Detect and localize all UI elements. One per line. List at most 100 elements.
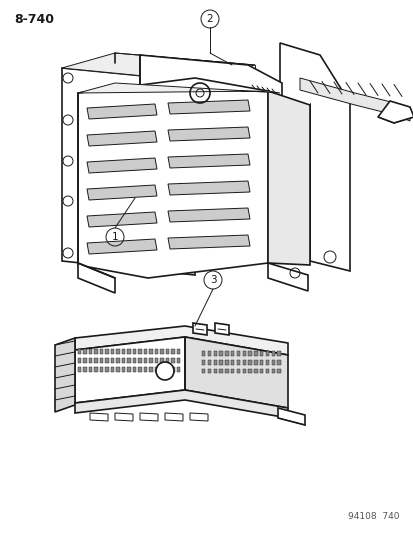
Polygon shape [87,104,157,119]
Polygon shape [100,367,103,372]
Polygon shape [90,413,108,421]
Polygon shape [265,351,268,356]
Polygon shape [160,349,164,353]
Polygon shape [230,368,234,374]
Polygon shape [89,358,92,362]
Polygon shape [267,91,309,265]
Polygon shape [144,358,147,362]
Polygon shape [83,349,87,353]
Polygon shape [75,390,287,418]
Polygon shape [259,359,263,365]
Polygon shape [214,323,228,335]
Text: 94108  740: 94108 740 [348,512,399,521]
Polygon shape [138,349,142,353]
Polygon shape [248,351,251,356]
Polygon shape [225,351,228,356]
Text: 1: 1 [112,232,118,242]
Polygon shape [299,78,409,121]
Polygon shape [254,351,257,356]
Polygon shape [207,368,211,374]
Polygon shape [166,358,169,362]
Polygon shape [171,367,175,372]
Polygon shape [271,351,274,356]
Polygon shape [230,351,234,356]
Polygon shape [105,367,109,372]
Polygon shape [279,43,349,271]
Polygon shape [202,368,205,374]
Polygon shape [78,358,81,362]
Text: 2: 2 [206,14,213,24]
Polygon shape [166,367,169,372]
Polygon shape [89,367,92,372]
Polygon shape [144,367,147,372]
Polygon shape [225,359,228,365]
Polygon shape [171,358,175,362]
Polygon shape [165,413,183,421]
Polygon shape [177,349,180,353]
Polygon shape [83,367,87,372]
Polygon shape [94,358,98,362]
Polygon shape [242,368,245,374]
Polygon shape [138,358,142,362]
Polygon shape [168,181,249,195]
Polygon shape [219,351,222,356]
Polygon shape [55,338,75,412]
Polygon shape [202,359,205,365]
Polygon shape [271,359,274,365]
Polygon shape [168,235,249,249]
Polygon shape [242,351,245,356]
Polygon shape [259,368,263,374]
Polygon shape [154,367,158,372]
Polygon shape [213,368,216,374]
Polygon shape [122,367,125,372]
Polygon shape [78,349,81,353]
Polygon shape [168,154,249,168]
Polygon shape [154,358,158,362]
Polygon shape [219,368,222,374]
Text: 8-740: 8-740 [14,13,54,26]
Polygon shape [140,413,158,421]
Polygon shape [133,349,136,353]
Polygon shape [140,55,281,118]
Polygon shape [116,358,120,362]
Polygon shape [277,359,280,365]
Polygon shape [202,351,205,356]
Polygon shape [87,158,157,173]
Polygon shape [127,349,131,353]
Polygon shape [105,349,109,353]
Polygon shape [100,349,103,353]
Polygon shape [207,351,211,356]
Polygon shape [213,351,216,356]
Polygon shape [377,101,413,123]
Polygon shape [219,359,222,365]
Polygon shape [267,263,307,291]
Polygon shape [100,358,103,362]
Polygon shape [138,367,142,372]
Polygon shape [89,349,92,353]
Polygon shape [87,239,157,254]
Polygon shape [111,358,114,362]
Polygon shape [271,368,274,374]
Polygon shape [213,359,216,365]
Polygon shape [185,337,287,408]
Polygon shape [230,359,234,365]
Polygon shape [171,349,175,353]
Polygon shape [236,351,240,356]
Polygon shape [127,367,131,372]
Polygon shape [168,208,249,222]
Text: 3: 3 [209,275,216,285]
Polygon shape [122,358,125,362]
Polygon shape [154,349,158,353]
Polygon shape [127,358,131,362]
Polygon shape [83,358,87,362]
Polygon shape [254,359,257,365]
Polygon shape [160,358,164,362]
Polygon shape [248,359,251,365]
Polygon shape [277,368,280,374]
Polygon shape [75,326,287,355]
Polygon shape [277,351,280,356]
Polygon shape [94,349,98,353]
Polygon shape [168,127,249,141]
Polygon shape [78,83,279,93]
Polygon shape [133,367,136,372]
